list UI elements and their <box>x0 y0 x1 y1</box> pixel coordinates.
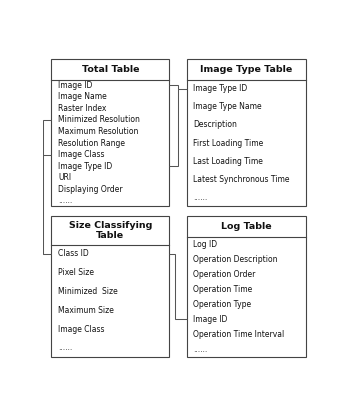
Text: Raster Index: Raster Index <box>58 104 106 113</box>
Text: Latest Synchronous Time: Latest Synchronous Time <box>193 175 290 184</box>
Text: Image Class: Image Class <box>58 150 104 159</box>
Text: Image ID: Image ID <box>193 315 228 324</box>
Bar <box>51 216 169 357</box>
Text: Operation Description: Operation Description <box>193 255 278 264</box>
Text: Image Type Table: Image Type Table <box>200 65 292 74</box>
Text: Resolution Range: Resolution Range <box>58 138 125 147</box>
Text: Maximum Resolution: Maximum Resolution <box>58 127 138 136</box>
Bar <box>51 59 169 206</box>
Text: Operation Order: Operation Order <box>193 270 256 279</box>
Text: Operation Type: Operation Type <box>193 300 252 309</box>
Text: Displaying Order: Displaying Order <box>58 185 122 194</box>
Text: Pixel Size: Pixel Size <box>58 268 94 277</box>
Text: Minimized  Size: Minimized Size <box>58 287 118 296</box>
Text: ......: ...... <box>58 343 72 352</box>
Text: Total Table: Total Table <box>82 65 139 74</box>
Text: Image Class: Image Class <box>58 325 104 333</box>
Text: First Loading Time: First Loading Time <box>193 138 264 147</box>
Text: Image ID: Image ID <box>58 81 92 90</box>
Bar <box>187 216 306 357</box>
Text: Image Type ID: Image Type ID <box>193 84 248 93</box>
Text: ......: ...... <box>193 345 208 354</box>
Text: URI: URI <box>58 173 71 182</box>
Text: Maximum Size: Maximum Size <box>58 306 114 315</box>
Text: Operation Time Interval: Operation Time Interval <box>193 330 285 339</box>
Text: Size Classifying
Table: Size Classifying Table <box>69 220 152 240</box>
Text: Class ID: Class ID <box>58 249 89 258</box>
Bar <box>187 59 306 206</box>
Text: Image Type ID: Image Type ID <box>58 162 112 171</box>
Text: Operation Time: Operation Time <box>193 285 253 294</box>
Text: Description: Description <box>193 120 237 129</box>
Text: Image Name: Image Name <box>58 92 107 101</box>
Text: Log ID: Log ID <box>193 240 218 249</box>
Text: Last Loading Time: Last Loading Time <box>193 157 263 166</box>
Text: Image Type Name: Image Type Name <box>193 102 262 111</box>
Text: ......: ...... <box>193 193 208 202</box>
Text: Log Table: Log Table <box>221 222 272 231</box>
Text: Minimized Resolution: Minimized Resolution <box>58 115 140 124</box>
Text: ......: ...... <box>58 196 72 205</box>
